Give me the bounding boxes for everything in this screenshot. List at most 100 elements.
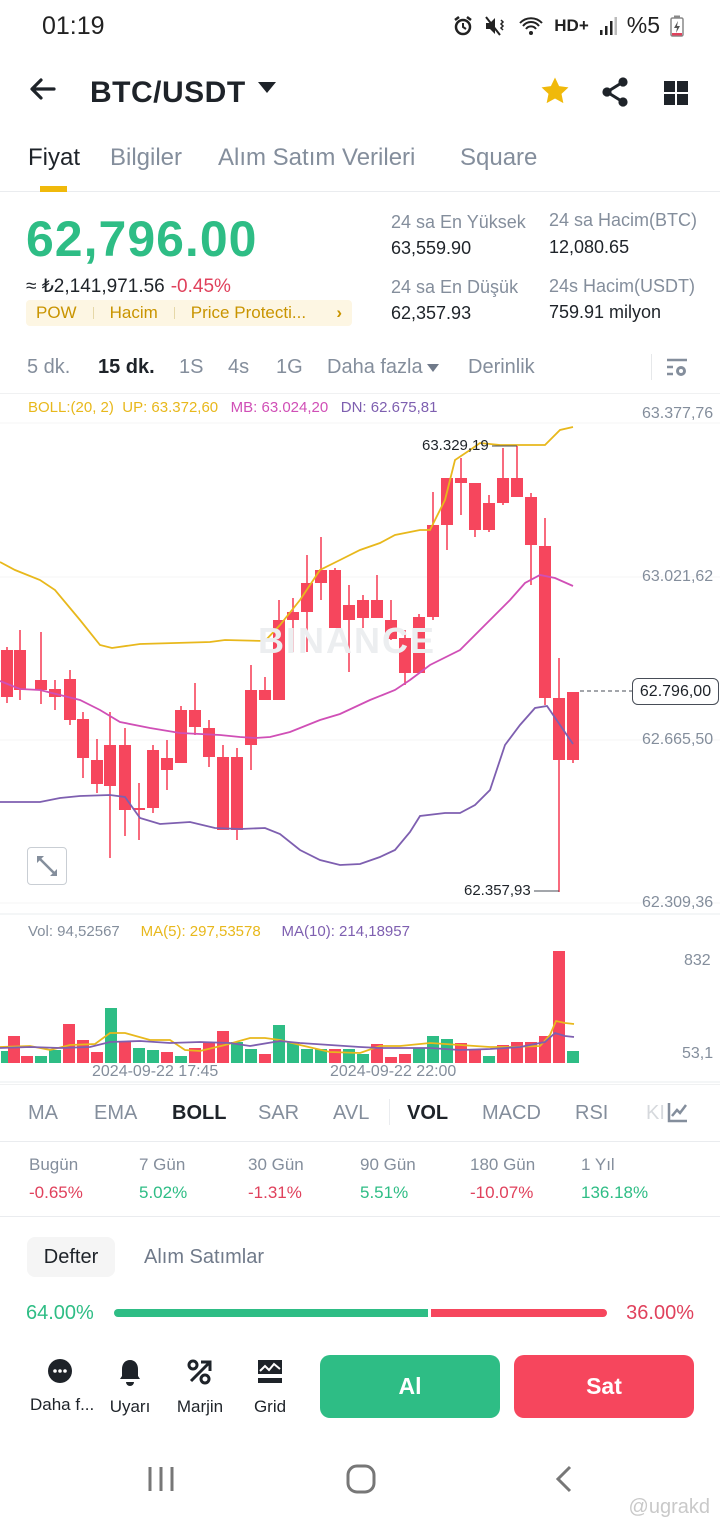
tab-bilgiler[interactable]: Bilgiler xyxy=(110,144,183,171)
indicator-ma[interactable]: MA xyxy=(28,1102,58,1124)
vol-value: Vol: 94,52567 xyxy=(28,923,120,940)
indicator-sar[interactable]: SAR xyxy=(258,1102,300,1124)
high-label: 24 sa En Yüksek xyxy=(391,212,526,232)
boll-dn: DN: 62.675,81 xyxy=(340,399,438,416)
tag-pow[interactable]: POW xyxy=(36,303,77,322)
boll-legend: BOLL:(20, 2) UP: 63.372,60 MB: 63.024,20… xyxy=(28,399,437,416)
perf-value: 5.02% xyxy=(139,1183,188,1202)
status-icons: HD+ %5 xyxy=(452,12,684,39)
interval-1d[interactable]: 1G xyxy=(276,356,303,378)
margin-button[interactable]: Marjin xyxy=(170,1358,230,1417)
grid-bot-label: Grid xyxy=(253,1397,287,1416)
grid-icon[interactable] xyxy=(664,81,688,105)
tab-alim-satim-verileri[interactable]: Alım Satım Verileri xyxy=(218,144,416,171)
candlestick-chart[interactable] xyxy=(0,0,720,1085)
tag-hacim[interactable]: Hacim xyxy=(109,303,158,322)
low-marker-label: 62.357,93 xyxy=(464,882,531,899)
fiat-value: ≈ ₺2,141,971.56 xyxy=(26,276,165,297)
vol-usdt-label: 24s Hacim(USDT) xyxy=(549,276,696,296)
share-icon xyxy=(602,77,628,107)
section-divider xyxy=(0,1216,720,1217)
interval-5m[interactable]: 5 dk. xyxy=(27,356,71,378)
buy-ratio: 64.00% xyxy=(26,1302,94,1324)
interval-15m[interactable]: 15 dk. xyxy=(98,356,155,378)
interval-1h[interactable]: 1S xyxy=(179,356,204,378)
binance-watermark: BINANCE xyxy=(258,620,437,661)
interval-divider xyxy=(651,354,652,380)
tab-fiyat[interactable]: Fiyat xyxy=(28,144,81,171)
indicator-vol[interactable]: VOL xyxy=(407,1102,449,1124)
more-button[interactable]: Daha f... xyxy=(30,1358,95,1415)
perf-value: 5.51% xyxy=(360,1183,409,1202)
mute-vibrate-icon xyxy=(485,15,505,36)
depth-tab[interactable]: Derinlik xyxy=(468,356,535,378)
y-axis-label-bottom: 62.309,36 xyxy=(642,894,714,911)
x-axis-label-2: 2024-09-22 22:00 xyxy=(330,1063,457,1080)
perf-value: -10.07% xyxy=(470,1183,534,1202)
more-label: Daha f... xyxy=(30,1395,95,1414)
chart-line-icon xyxy=(667,1103,687,1123)
y-axis-label-2: 63.021,62 xyxy=(642,568,714,585)
recents-icon xyxy=(148,1467,174,1491)
system-back-button[interactable] xyxy=(553,1464,575,1499)
interval-4h[interactable]: 4s xyxy=(228,356,250,378)
chart-settings-button[interactable] xyxy=(664,355,690,386)
indicator-boll[interactable]: BOLL xyxy=(172,1102,227,1124)
low-label: 24 sa En Düşük xyxy=(391,277,519,297)
home-button[interactable] xyxy=(345,1463,377,1500)
chevron-right-icon[interactable]: › xyxy=(336,303,342,322)
margin-label: Marjin xyxy=(176,1397,224,1416)
tab-defter[interactable]: Defter xyxy=(27,1237,115,1277)
indicator-avl[interactable]: AVL xyxy=(333,1102,370,1124)
alert-label: Uyarı xyxy=(109,1397,151,1416)
price-change-pct: -0.45% xyxy=(170,276,231,297)
tab-alim-satimlar[interactable]: Alım Satımlar xyxy=(144,1246,265,1268)
star-icon xyxy=(541,77,569,104)
tag-divider xyxy=(92,307,94,319)
caret-down-icon[interactable] xyxy=(258,82,276,93)
system-nav-bar xyxy=(0,1440,720,1520)
boll-up: UP: 63.372,60 xyxy=(122,399,219,416)
expand-chart-button[interactable] xyxy=(27,847,67,885)
favorite-button[interactable] xyxy=(538,74,572,113)
indicator-kdj[interactable]: KI xyxy=(646,1102,665,1124)
interval-more-label: Daha fazla xyxy=(327,356,423,378)
alert-button[interactable]: Uyarı xyxy=(100,1358,160,1417)
wifi-icon xyxy=(519,16,543,35)
pair-selector[interactable]: BTC/USDT xyxy=(90,76,246,109)
current-price-tag: 62.796,00 xyxy=(632,678,719,705)
indicator-rsi[interactable]: RSI xyxy=(575,1102,609,1124)
indicator-macd[interactable]: MACD xyxy=(482,1102,541,1124)
perf-value: -1.31% xyxy=(248,1183,302,1202)
boll-params: BOLL:(20, 2) xyxy=(28,399,114,416)
vol-ma5: MA(5): 297,53578 xyxy=(140,923,261,940)
interval-more[interactable]: Daha fazla xyxy=(327,356,439,379)
alarm-icon xyxy=(454,15,473,35)
indicator-bar: MA EMA BOLL SAR AVL VOL MACD RSI KI xyxy=(0,1084,720,1142)
back-chevron-icon xyxy=(555,1465,572,1493)
recents-button[interactable] xyxy=(146,1464,176,1499)
perf-value: -0.65% xyxy=(29,1183,83,1202)
indicator-ema[interactable]: EMA xyxy=(94,1102,138,1124)
share-button[interactable] xyxy=(600,76,630,113)
vol-btc-value: 12,080.65 xyxy=(549,237,630,257)
last-price: 62,796.00 xyxy=(26,211,258,267)
arrow-left-icon xyxy=(30,78,56,100)
vol-axis-top: 832 xyxy=(684,952,711,969)
percent-arrow-icon xyxy=(187,1359,212,1385)
sell-button[interactable]: Sat xyxy=(514,1355,694,1418)
back-button[interactable] xyxy=(28,74,58,110)
tags-strip[interactable]: POW Hacim Price Protecti... › xyxy=(26,300,352,326)
indicator-settings-button[interactable] xyxy=(667,1101,689,1128)
buy-ratio-segment xyxy=(114,1309,428,1317)
battery-charging-icon xyxy=(670,15,684,37)
tag-price-protection[interactable]: Price Protecti... xyxy=(190,303,307,322)
perf-label: 7 Gün xyxy=(139,1155,186,1174)
low-value: 62,357.93 xyxy=(391,303,472,323)
tab-square[interactable]: Square xyxy=(460,144,538,171)
buy-button[interactable]: Al xyxy=(320,1355,500,1418)
boll-mb: MB: 63.024,20 xyxy=(230,399,329,416)
grid-bot-button[interactable]: Grid xyxy=(240,1358,300,1417)
home-icon xyxy=(346,1464,376,1494)
chart-settings-icon xyxy=(667,358,687,376)
